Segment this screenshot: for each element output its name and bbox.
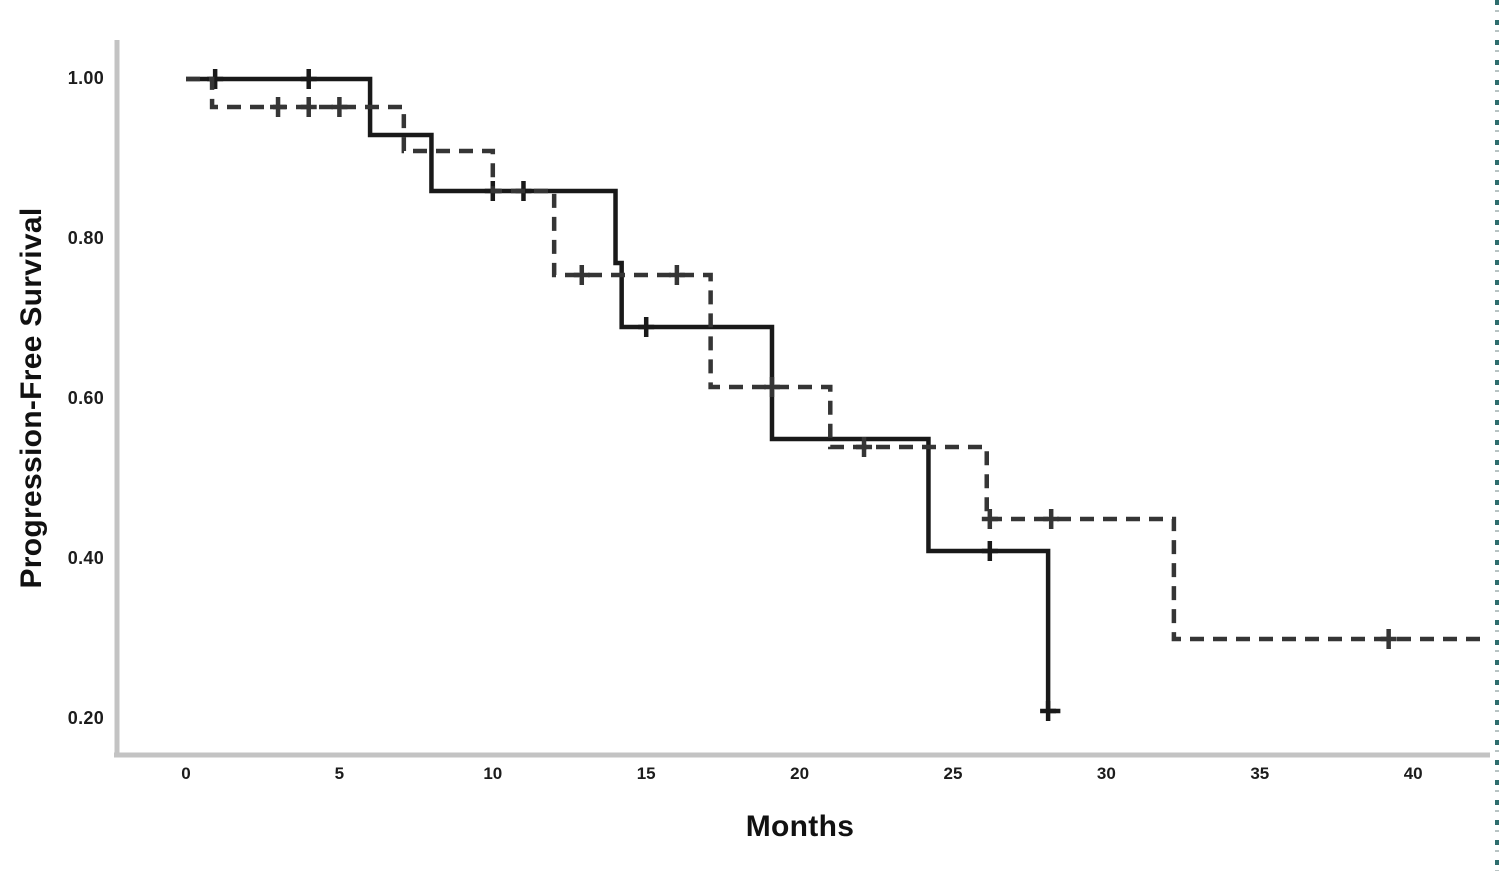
dashed-group-curve (186, 76, 1487, 642)
solid-group-censor-marks (207, 69, 1057, 721)
x-tick-label: 40 (1403, 764, 1423, 783)
x-tick-label: 10 (483, 764, 503, 783)
x-tick-label: 0 (181, 764, 191, 783)
x-tick-label: 5 (334, 764, 345, 783)
x-tick-label: 15 (636, 764, 656, 783)
x-tick-label: 30 (1096, 764, 1116, 783)
x-axis-title: Months (745, 810, 855, 843)
y-tick-label: 0.80 (67, 228, 104, 248)
y-tick-label: 1.00 (67, 68, 104, 88)
y-tick-label: 0.60 (67, 388, 104, 408)
y-axis-tick-labels: 1.00 0.80 0.60 0.40 0.20 (40, 0, 106, 871)
x-tick-label: 35 (1250, 764, 1270, 783)
y-tick-label: 0.20 (67, 708, 104, 728)
dashed-group-censor-marks (270, 97, 1397, 649)
right-edge-scan-artifact (1495, 0, 1499, 871)
y-tick-label: 0.40 (67, 548, 104, 568)
x-tick-label: 25 (943, 764, 963, 783)
y-axis-title: Progression-Free Survival (15, 207, 48, 589)
x-tick-label: 20 (790, 764, 810, 783)
solid-group-curve (186, 76, 1061, 714)
